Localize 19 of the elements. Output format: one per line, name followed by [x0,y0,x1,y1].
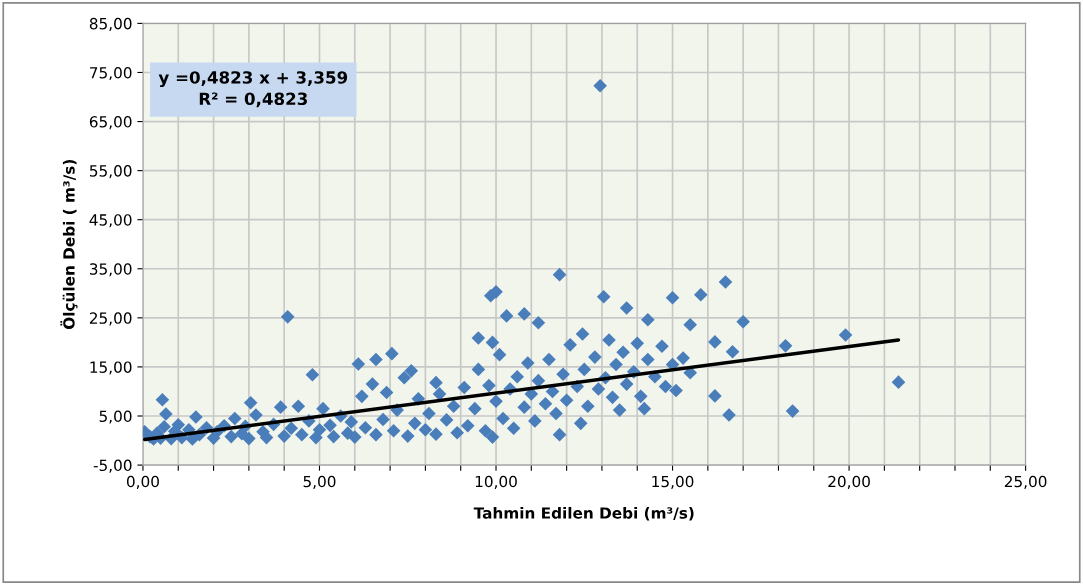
y-tick-label: 45,00 [89,214,132,228]
y-tick-label: 55,00 [89,165,132,179]
x-axis-title: Tahmin Edilen Debi (m³/s) [473,506,694,521]
x-tick-label: 25,00 [1004,475,1047,489]
annotation: y =0,4823 x + 3,359 R² = 0,4823 [158,71,348,108]
y-tick-label: 85,00 [89,17,132,31]
y-tick-label: 5,00 [99,410,132,424]
y-axis-title: Ölçülen Debi ( m³/s) [60,160,78,330]
y-tick-label: 75,00 [90,66,132,81]
x-tick-label: 5,00 [303,475,336,489]
x-tick-label: 20,00 [828,475,870,489]
x-tick-label: 15,00 [652,475,694,489]
y-tick-label: 15,00 [90,361,132,375]
y-tick-label: 35,00 [89,263,132,277]
y-tick-label: 25,00 [89,312,132,326]
x-tick-label: 10,00 [475,475,517,489]
y-tick-label: 65,00 [89,116,132,130]
y-tick-label: -5,00 [93,459,132,473]
x-tick-label: 0,00 [126,475,159,489]
